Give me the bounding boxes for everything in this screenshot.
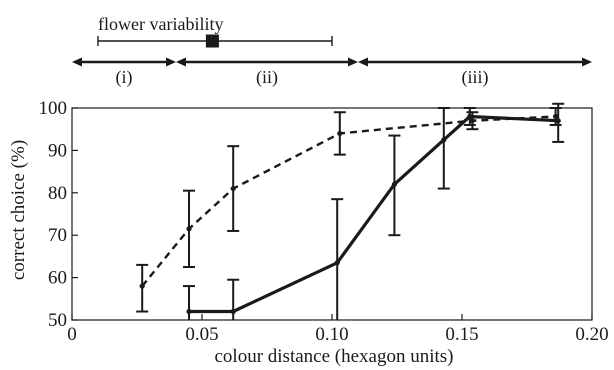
flower-variability-label: flower variability — [98, 14, 223, 34]
data-point — [555, 118, 561, 124]
range-3-arrow — [358, 57, 592, 67]
arrowhead-left — [358, 57, 368, 67]
x-tick-label: 0.15 — [445, 324, 478, 345]
data-point — [337, 130, 343, 137]
error-bar — [437, 107, 450, 190]
data-point — [139, 283, 145, 289]
data-point — [553, 113, 559, 120]
data-point — [441, 137, 447, 143]
data-point — [186, 308, 192, 315]
x-tick-label: 0 — [67, 324, 77, 345]
x-tick-label: 0.10 — [315, 324, 348, 345]
x-axis-title: colour distance (hexagon units) — [214, 346, 453, 367]
range-annotations: (i) (ii) (iii) — [72, 57, 592, 88]
arrowhead-right — [166, 57, 176, 67]
series-1 — [136, 107, 562, 313]
range-1-arrow — [72, 57, 176, 67]
series-2 — [183, 102, 565, 320]
series-1-line — [141, 115, 556, 287]
data-point — [230, 185, 236, 192]
y-tick-label: 70 — [48, 225, 67, 246]
range-1-label: (i) — [116, 67, 133, 88]
data-point — [467, 113, 473, 120]
plot-frame: 50 60 70 80 90 100 0 0.05 0.10 0.15 0.20 — [39, 98, 609, 345]
y-axis-title: correct choice (%) — [8, 140, 29, 280]
y-tick-label: 90 — [48, 140, 67, 161]
data-point — [469, 118, 475, 124]
x-tick-label: 0.20 — [575, 324, 608, 345]
plot-border — [71, 107, 593, 321]
arrowhead-right — [348, 57, 358, 67]
y-tick-label: 50 — [48, 310, 67, 331]
y-tick-label: 80 — [48, 183, 67, 204]
variability-mean-marker — [205, 34, 219, 48]
data-point — [334, 260, 340, 266]
data-series — [136, 102, 565, 320]
data-point — [230, 308, 236, 315]
x-tick-label: 0.05 — [185, 324, 218, 345]
range-2-arrow — [176, 57, 358, 67]
data-point — [186, 226, 192, 232]
y-tick-label: 60 — [48, 268, 67, 289]
series-2-line — [189, 114, 559, 314]
arrowhead-left — [176, 57, 186, 67]
data-point — [391, 181, 397, 187]
arrowhead-right — [582, 57, 592, 67]
range-2-label: (ii) — [256, 67, 278, 88]
y-tick-label: 100 — [39, 98, 68, 119]
flower-variability-annotation: flower variability — [97, 14, 333, 48]
arrowhead-left — [72, 57, 82, 67]
range-3-label: (iii) — [462, 67, 489, 88]
